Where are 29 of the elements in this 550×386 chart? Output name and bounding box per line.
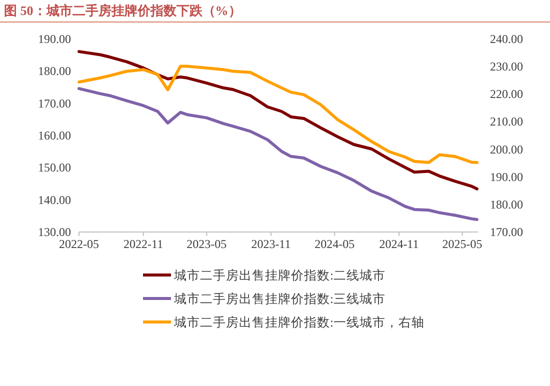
- x-tick-label: 2022-05: [59, 237, 99, 251]
- y2-tick-label: 170.00: [490, 225, 523, 239]
- x-tick-label: 2024-11: [379, 237, 419, 251]
- y2-tick-label: 210.00: [490, 114, 523, 129]
- y2-tick-label: 230.00: [490, 60, 523, 74]
- y-tick-label: 160.00: [38, 128, 71, 142]
- x-tick-label: 2024-05: [314, 237, 355, 251]
- line-series: [78, 64, 478, 164]
- y2-tick-label: 180.00: [490, 197, 523, 212]
- y-tick-label: 140.00: [38, 192, 71, 207]
- y-tick-label: 130.00: [38, 225, 71, 239]
- y-tick-label: 180.00: [38, 64, 71, 78]
- chart-title: 图 50：城市二手房挂牌价指数下跌（%）: [4, 3, 242, 18]
- line-series: [78, 50, 478, 190]
- y2-tick-label: 200.00: [490, 142, 523, 156]
- y-tick-label: 150.00: [38, 160, 71, 175]
- y2-tick-label: 240.00: [490, 32, 523, 46]
- line-series: [78, 87, 478, 221]
- legend-label: 城市二手房出售挂牌价指数:三线城市: [173, 291, 386, 306]
- y2-tick-label: 190.00: [490, 170, 523, 184]
- legend-label: 城市二手房出售挂牌价指数:二线城市: [173, 268, 386, 282]
- legend-label: 城市二手房出售挂牌价指数:一线城市，右轴: [173, 314, 424, 330]
- x-tick-label: 2023-05: [186, 237, 227, 251]
- x-tick-label: 2023-11: [251, 237, 291, 251]
- y-tick-label: 170.00: [38, 96, 71, 110]
- x-tick-label: 2025-05: [442, 237, 482, 251]
- y2-tick-label: 220.00: [490, 87, 523, 102]
- x-tick-label: 2022-11: [124, 237, 164, 251]
- y-tick-label: 190.00: [38, 32, 71, 46]
